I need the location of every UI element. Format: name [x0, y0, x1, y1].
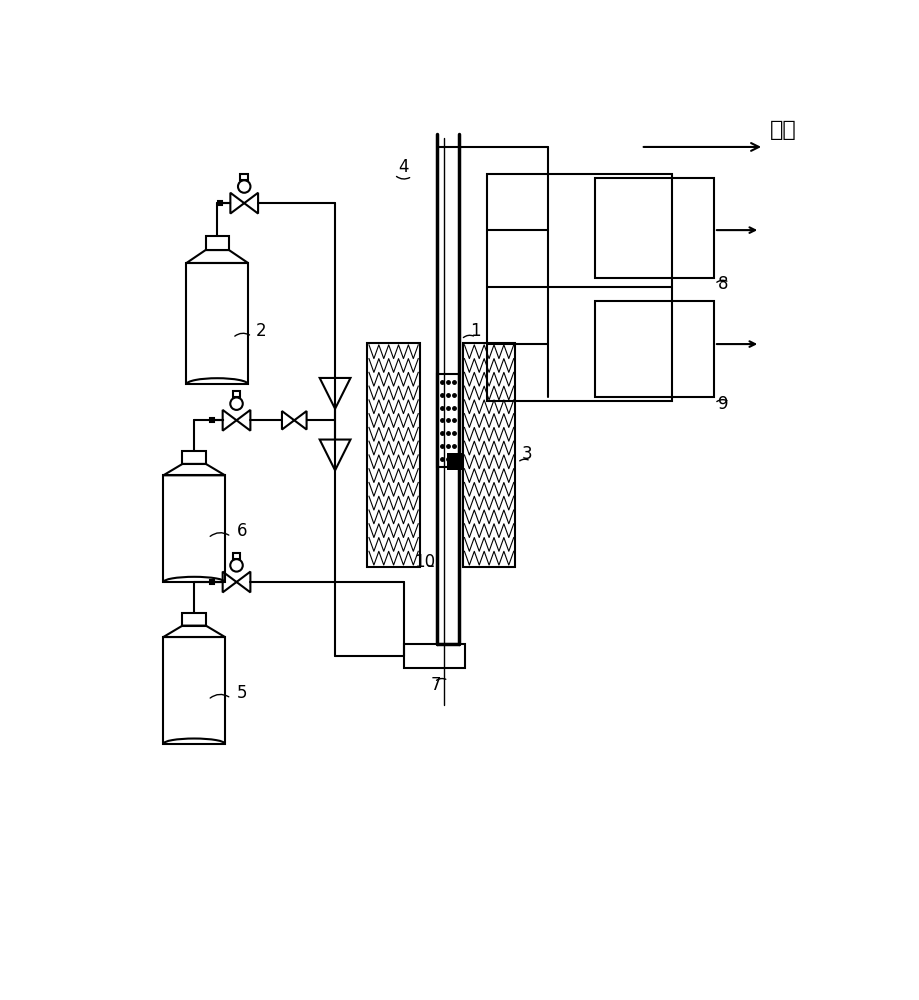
Bar — [368, 343, 420, 567]
Bar — [463, 343, 516, 567]
Bar — [187, 263, 248, 384]
Text: 10: 10 — [414, 553, 436, 571]
Bar — [595, 178, 714, 278]
Bar — [487, 174, 672, 401]
Bar — [164, 637, 225, 744]
Text: 2: 2 — [255, 322, 267, 340]
Text: 9: 9 — [718, 395, 728, 413]
Bar — [595, 301, 714, 397]
Text: 8: 8 — [718, 275, 728, 293]
Text: 4: 4 — [398, 158, 409, 176]
Bar — [183, 613, 206, 626]
Bar — [437, 374, 460, 466]
Bar — [218, 201, 222, 205]
Bar — [447, 453, 464, 470]
Text: 7: 7 — [431, 676, 441, 694]
Text: 3: 3 — [521, 445, 532, 463]
Bar — [233, 553, 241, 559]
Text: 1: 1 — [471, 322, 482, 340]
Text: 5: 5 — [236, 684, 247, 702]
Bar — [210, 418, 214, 422]
Bar — [206, 235, 229, 250]
Bar — [183, 451, 206, 464]
Bar — [164, 475, 225, 582]
Bar — [241, 174, 248, 180]
Text: 6: 6 — [236, 522, 247, 540]
Text: 出口: 出口 — [770, 120, 797, 140]
Bar — [210, 580, 214, 584]
Bar — [233, 391, 241, 397]
Bar — [403, 644, 465, 668]
